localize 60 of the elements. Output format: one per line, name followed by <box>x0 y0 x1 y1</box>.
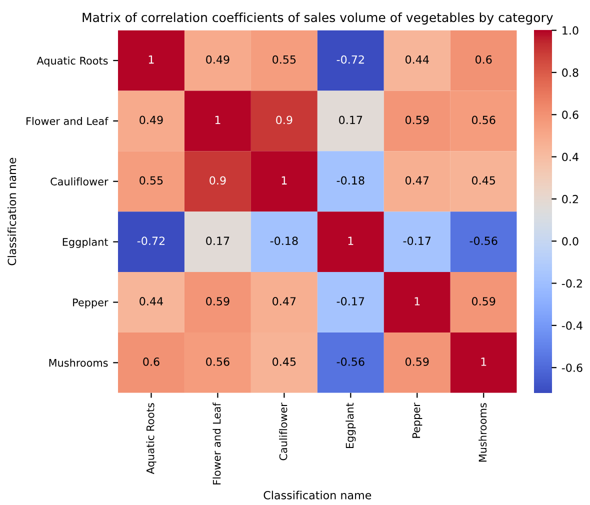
data-label: 1 <box>481 358 486 366</box>
data-label: 0.56 <box>206 357 230 366</box>
data-label: 0.59 <box>472 297 496 306</box>
color-bar-label: 0.8 <box>562 68 578 77</box>
y-tick-label: Flower and Leaf <box>26 116 108 126</box>
y-axis-title: Classification name <box>8 158 16 266</box>
y-tick-label: Aquatic Roots <box>36 56 108 67</box>
data-label: 0.17 <box>206 236 230 246</box>
data-label: 0.59 <box>206 297 230 306</box>
data-label: 0.45 <box>272 357 296 366</box>
data-label: 0.9 <box>276 116 292 124</box>
data-label: 0.47 <box>272 297 296 306</box>
data-label: -0.17 <box>336 297 364 306</box>
x-tick-label: Pepper <box>412 402 422 438</box>
chart-title: Matrix of correlation coefficients of sales volume of vegetables by category <box>82 12 553 25</box>
color-bar-label: 1.0 <box>562 26 578 35</box>
data-label: 0.6 <box>143 357 160 366</box>
data-label: 0.44 <box>140 297 163 306</box>
data-label: 0.55 <box>272 55 296 64</box>
color-bar-label: -0.2 <box>562 279 582 288</box>
data-label: 1 <box>414 297 420 306</box>
data-label: 1 <box>215 116 220 124</box>
color-bar-label: 0.4 <box>562 152 578 162</box>
color-bar-label: 0.2 <box>562 194 578 204</box>
x-axis-title: Classification name <box>264 490 372 500</box>
data-label: 0.47 <box>405 176 429 185</box>
data-label: 0.9 <box>210 176 226 185</box>
data-label: 1 <box>282 176 287 184</box>
x-tick-label: Eggplant <box>346 402 356 448</box>
data-label: 1 <box>148 55 154 64</box>
color-bar-label: 0.0 <box>562 237 578 246</box>
data-label: -0.56 <box>470 236 498 246</box>
data-label: 0.44 <box>405 55 429 64</box>
data-label: 1 <box>348 236 354 245</box>
data-label: 0.17 <box>339 116 362 124</box>
data-label: -0.18 <box>270 236 298 246</box>
x-tick-label: Flower and Leaf <box>212 402 221 484</box>
y-tick-label: Mushrooms <box>49 358 108 367</box>
data-label: 0.59 <box>405 116 429 124</box>
color-bar-label: -0.6 <box>562 364 582 372</box>
data-label: -0.56 <box>336 357 364 366</box>
color-bar-label: -0.4 <box>562 321 582 330</box>
data-label: 0.6 <box>476 55 492 64</box>
color-bar-label: 0.6 <box>562 110 578 120</box>
x-tick-label: Aquatic Roots <box>146 403 156 474</box>
data-label: -0.17 <box>403 236 431 246</box>
y-tick-label: Eggplant <box>62 238 108 248</box>
data-label: 0.55 <box>140 176 163 185</box>
y-tick-label: Cauliflower <box>50 177 108 186</box>
x-tick-label: Mushrooms <box>478 403 487 462</box>
data-label: -0.18 <box>336 176 364 185</box>
data-label: 0.49 <box>206 55 230 64</box>
data-label: -0.72 <box>137 236 164 246</box>
data-label: -0.72 <box>336 55 364 64</box>
y-tick-label: Pepper <box>73 298 108 308</box>
x-tick-label: Cauliflower <box>279 402 288 460</box>
data-label: 0.45 <box>472 176 496 185</box>
data-label: 0.56 <box>472 116 496 124</box>
data-label: 0.49 <box>140 116 163 124</box>
data-label: 0.59 <box>405 357 429 366</box>
